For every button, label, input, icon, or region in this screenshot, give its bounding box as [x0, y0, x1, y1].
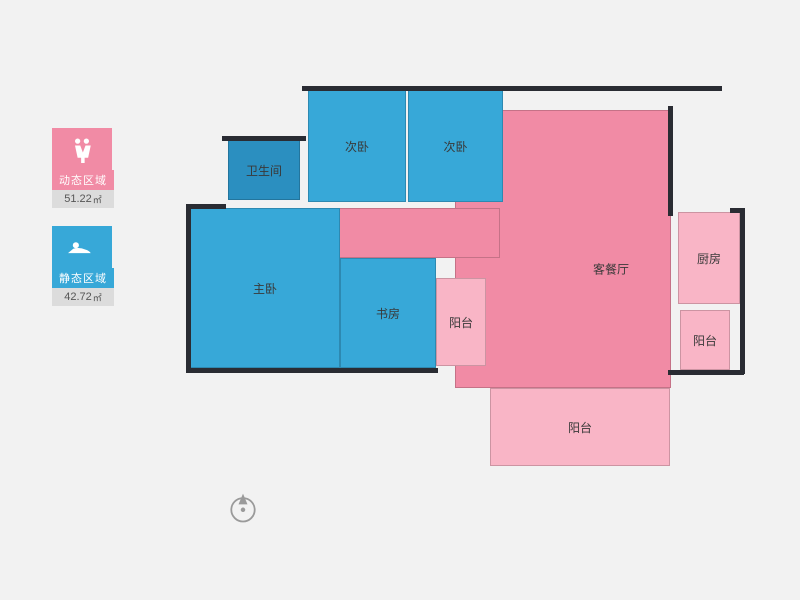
legend-dynamic: 动态区域 51.22㎡ — [52, 128, 114, 208]
wall-segment — [186, 368, 438, 373]
people-icon — [52, 128, 112, 170]
room-label: 次卧 — [443, 138, 467, 155]
room-balcony_s1: 阳台 — [436, 278, 486, 366]
legend-static-value: 42.72㎡ — [52, 288, 114, 306]
compass-icon — [225, 490, 261, 531]
floor-plan: 客餐厅厨房阳台阳台阳台次卧次卧卫生间主卧书房 — [190, 90, 750, 490]
room-label: 主卧 — [253, 280, 277, 297]
legend-dynamic-number: 51.22 — [64, 193, 92, 205]
legend-static: 静态区域 42.72㎡ — [52, 226, 114, 306]
room-balcony_s2: 阳台 — [680, 310, 730, 370]
wall-segment — [668, 370, 744, 375]
room-bed2b: 次卧 — [408, 90, 503, 202]
legend-dynamic-unit: ㎡ — [93, 193, 102, 206]
wall-segment — [302, 86, 722, 91]
legend-static-unit: ㎡ — [93, 291, 102, 304]
room-label: 阳台 — [449, 314, 473, 331]
wall-segment — [222, 136, 306, 141]
room-label: 书房 — [376, 305, 400, 322]
room-label: 阳台 — [693, 332, 717, 349]
room-label: 阳台 — [568, 419, 592, 436]
legend-panel: 动态区域 51.22㎡ 静态区域 42.72㎡ — [52, 128, 114, 324]
room-label: 厨房 — [697, 250, 721, 267]
sleeping-icon — [52, 226, 112, 268]
room-balcony_b: 阳台 — [490, 388, 670, 466]
wall-segment — [740, 208, 745, 374]
wall-segment — [668, 106, 673, 216]
wall-segment — [186, 204, 191, 372]
room-study: 书房 — [340, 258, 436, 368]
room-label: 客餐厅 — [593, 261, 629, 278]
room-living_ext — [320, 208, 500, 258]
legend-dynamic-label: 动态区域 — [52, 170, 114, 190]
legend-dynamic-value: 51.22㎡ — [52, 190, 114, 208]
legend-static-label: 静态区域 — [52, 268, 114, 288]
legend-static-number: 42.72 — [64, 291, 92, 303]
room-master: 主卧 — [190, 208, 340, 368]
room-label: 卫生间 — [246, 162, 282, 179]
wall-segment — [186, 204, 226, 209]
room-kitchen: 厨房 — [678, 212, 740, 304]
room-bed2a: 次卧 — [308, 90, 406, 202]
room-bath: 卫生间 — [228, 140, 300, 200]
room-label: 次卧 — [345, 138, 369, 155]
